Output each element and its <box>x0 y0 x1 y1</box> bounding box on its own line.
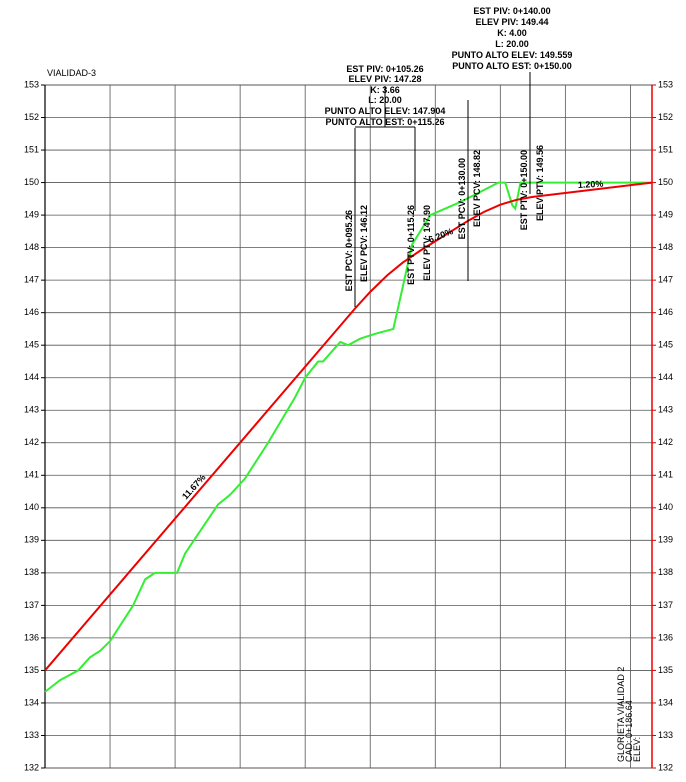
y2-tick-label: 141 <box>658 470 673 480</box>
annotation: EST PIV: 0+105.26 <box>346 64 423 74</box>
y-tick-label: 141 <box>24 470 39 480</box>
annotation: ELEV PIV: 149.44 <box>475 17 548 27</box>
annotation: EST PTV: 0+150.00 <box>519 150 529 230</box>
y-tick-label: 152 <box>24 112 39 122</box>
y-tick-label: 135 <box>24 665 39 675</box>
y-tick-label: 149 <box>24 209 39 219</box>
slope-label: 1.20% <box>578 179 604 190</box>
vertical-labels: EST PCV: 0+095.26 ELEV PCV: 146.12 EST P… <box>344 145 545 291</box>
y-tick-label: 134 <box>24 697 39 707</box>
annotation: K: 4.00 <box>497 28 527 38</box>
series-line <box>44 181 652 693</box>
annotation: EST PCV: 0+095.26 <box>344 210 354 291</box>
y2-tick-label: 151 <box>658 144 673 154</box>
y-tick-label: 137 <box>24 600 39 610</box>
y-tick-label: 153 <box>24 79 39 89</box>
y2-tick-label: 136 <box>658 632 673 642</box>
y-tick-label: 148 <box>24 242 39 252</box>
y-tick-label: 142 <box>24 437 39 447</box>
annotation: EST PTV: 0+115.26 <box>406 205 416 285</box>
annotation: ELEV PTV: 147.90 <box>422 205 432 281</box>
y-tick-label: 146 <box>24 307 39 317</box>
y2-tick-label: 148 <box>658 242 673 252</box>
annotation: CAD: 0+186.64 <box>624 700 634 762</box>
y-tick-label: 139 <box>24 535 39 545</box>
annotation: GLORIETA VIALIDAD 2 <box>616 667 626 762</box>
y2-tick-label: 134 <box>658 697 673 707</box>
plot-frame <box>44 84 653 769</box>
y-tick-label: 140 <box>24 502 39 512</box>
chart-title: VIALIDAD-3 <box>47 68 96 78</box>
annotation: EST PIV: 0+140.00 <box>473 6 550 16</box>
annotation: PUNTO ALTO EST: 0+150.00 <box>452 61 571 71</box>
y2-tick-label: 147 <box>658 275 673 285</box>
y-tick-label: 132 <box>24 762 39 772</box>
y2-tick-label: 135 <box>658 665 673 675</box>
y2-tick-label: 132 <box>658 762 673 772</box>
piv2-block: EST PIV: 0+140.00 ELEV PIV: 149.44 K: 4.… <box>325 6 573 127</box>
y2-tick-label: 145 <box>658 340 673 350</box>
y-tick-label: 143 <box>24 405 39 415</box>
y2-tick-label: 144 <box>658 372 673 382</box>
y-tick-label: 133 <box>24 730 39 740</box>
y2-tick-label: 153 <box>658 79 673 89</box>
slope-labels: 11.67% 6.20% 1.20% <box>180 179 604 502</box>
annotation: EST PCV: 0+130.00 <box>457 158 467 239</box>
y2-tick-label: 152 <box>658 112 673 122</box>
end-labels: GLORIETA VIALIDAD 2 CAD: 0+186.64 ELEV: <box>616 667 642 762</box>
annotation: ELEV: <box>632 737 642 762</box>
annotation: ELEV PCV: 148.82 <box>472 150 482 227</box>
y-tick-label: 147 <box>24 275 39 285</box>
annotation: L: 20.00 <box>495 39 529 49</box>
y2-tick-label: 133 <box>658 730 673 740</box>
y2-tick-label: 139 <box>658 535 673 545</box>
y2-tick-label: 142 <box>658 437 673 447</box>
y2-tick-label: 150 <box>658 177 673 187</box>
y-tick-label: 136 <box>24 632 39 642</box>
y-tick-label: 138 <box>24 567 39 577</box>
annotation: ELEV PCV: 146.12 <box>359 205 369 282</box>
annotation: ELEV PIV: 147.28 <box>348 74 421 84</box>
y2-tick-label: 143 <box>658 405 673 415</box>
y-tick-label: 150 <box>24 177 39 187</box>
y-tick-label: 151 <box>24 144 39 154</box>
annotation: PUNTO ALTO ELEV: 149.559 <box>452 50 573 60</box>
y2-tick-label: 138 <box>658 567 673 577</box>
y2-tick-label: 140 <box>658 502 673 512</box>
y-tick-label: 145 <box>24 340 39 350</box>
y-tick-label: 144 <box>24 372 39 382</box>
y2-tick-label: 146 <box>658 307 673 317</box>
leaders <box>354 72 531 307</box>
y2-tick-label: 149 <box>658 209 673 219</box>
annotation: ELEV PTV: 149.56 <box>535 145 545 221</box>
y2-tick-label: 137 <box>658 600 673 610</box>
series-line <box>44 181 653 672</box>
